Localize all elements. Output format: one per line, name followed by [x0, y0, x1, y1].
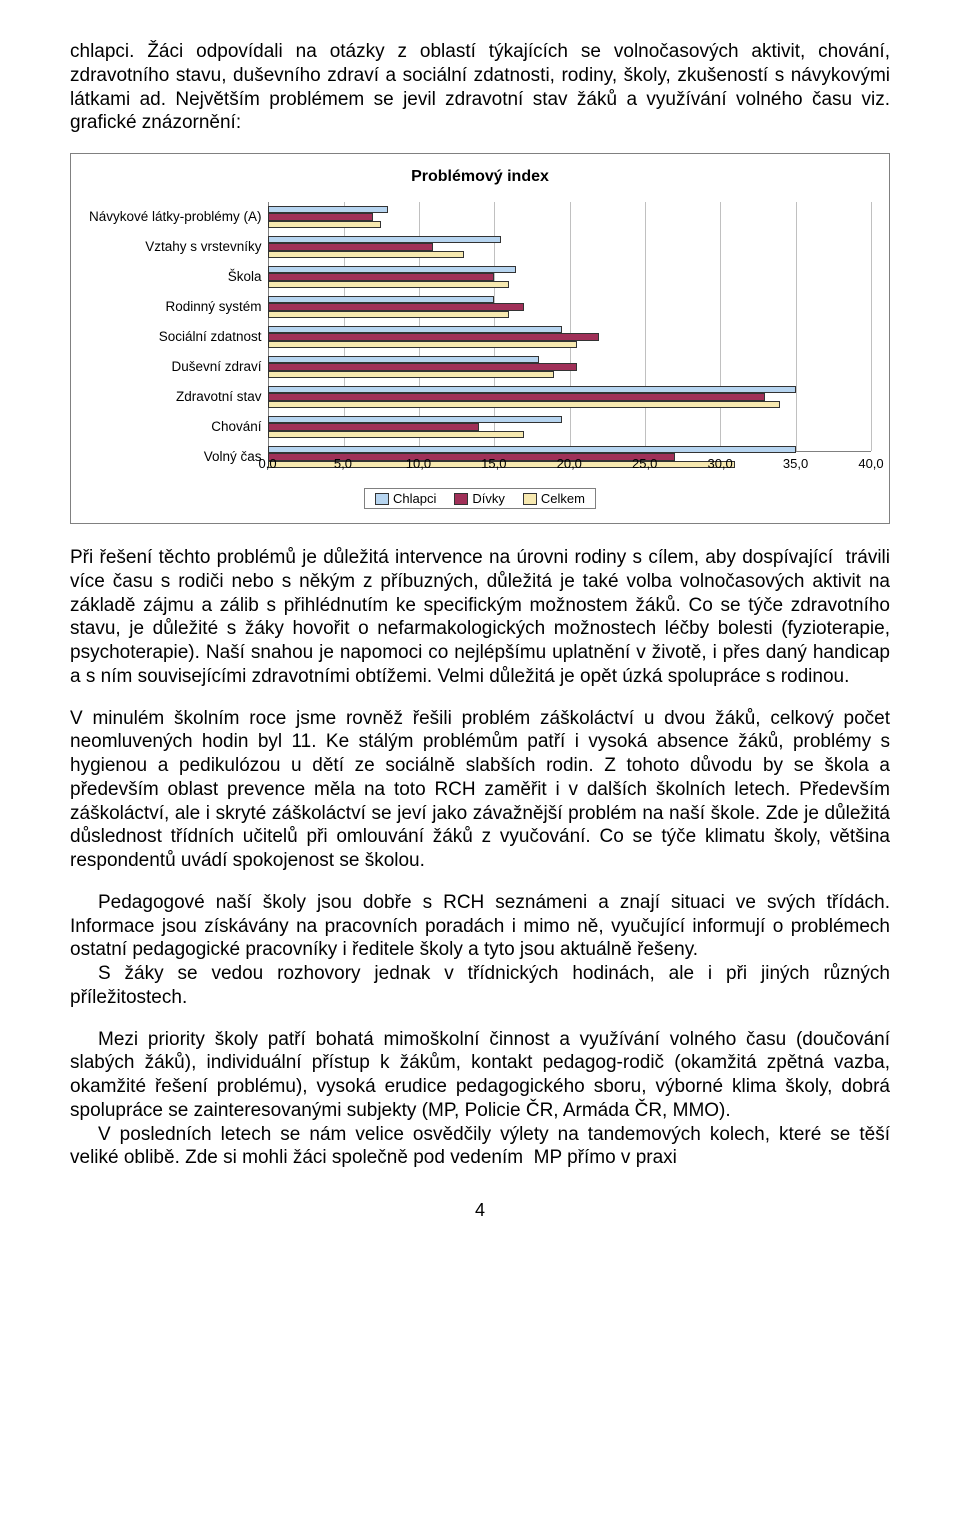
- chart-bar: [268, 213, 374, 221]
- chart-bar: [268, 236, 502, 244]
- chart-plot-area: [268, 202, 871, 452]
- chart-category-label: Vztahy s vrstevníky: [145, 232, 261, 262]
- chart-x-tick: 40,0: [858, 456, 883, 471]
- chart-x-tick: 35,0: [783, 456, 808, 471]
- chart-bar: [268, 363, 577, 371]
- chart-bar: [268, 416, 562, 424]
- paragraph-3: V minulém školním roce jsme rovněž řešil…: [70, 707, 890, 873]
- chart-bar: [268, 251, 464, 259]
- paragraph-7: V posledních letech se nám velice osvědč…: [70, 1123, 890, 1171]
- chart-legend: Chlapci Dívky Celkem: [364, 488, 596, 509]
- chart-bar: [268, 303, 524, 311]
- chart-bar-group: [268, 322, 871, 352]
- paragraph-6: Mezi priority školy patří bohatá mimoško…: [70, 1028, 890, 1123]
- chart-x-tick: 30,0: [707, 456, 732, 471]
- chart-x-tick: 10,0: [406, 456, 431, 471]
- chart-bars: [268, 202, 871, 472]
- chart-x-tick: 0,0: [259, 456, 277, 471]
- chart-x-tick: 5,0: [334, 456, 352, 471]
- paragraph-4: Pedagogové naší školy jsou dobře s RCH s…: [70, 891, 890, 962]
- chart-bar: [268, 206, 389, 214]
- chart-bar: [268, 281, 509, 289]
- paragraph-2: Při řešení těchto problémů je důležitá i…: [70, 546, 890, 689]
- chart-body: Návykové látky-problémy (A)Vztahy s vrst…: [89, 202, 871, 472]
- chart-bar: [268, 371, 555, 379]
- chart-legend-swatch: [523, 493, 537, 505]
- chart-bar-group: [268, 202, 871, 232]
- chart-legend-label: Dívky: [472, 491, 505, 506]
- document-page: chlapci. Žáci odpovídali na otázky z obl…: [0, 0, 960, 1261]
- chart-bar: [268, 386, 796, 394]
- chart-x-tick: 20,0: [557, 456, 582, 471]
- chart-category-label: Škola: [228, 262, 262, 292]
- chart-bar: [268, 296, 494, 304]
- chart-bar: [268, 401, 781, 409]
- chart-bar: [268, 311, 509, 319]
- chart-legend-label: Celkem: [541, 491, 585, 506]
- chart-category-label: Zdravotní stav: [176, 382, 262, 412]
- chart-bar: [268, 431, 524, 439]
- chart-bar: [268, 356, 540, 364]
- chart-grid-line: [871, 202, 872, 451]
- chart-legend-item: Celkem: [523, 491, 585, 506]
- chart-x-tick: 25,0: [632, 456, 657, 471]
- chart-bar: [268, 393, 766, 401]
- chart-category-label: Návykové látky-problémy (A): [89, 202, 262, 232]
- chart-bar: [268, 273, 494, 281]
- chart-x-axis-ticks: 0,05,010,015,020,025,030,035,040,0: [268, 456, 871, 472]
- chart-container: Problémový index Návykové látky-problémy…: [70, 153, 890, 524]
- chart-legend-item: Chlapci: [375, 491, 436, 506]
- chart-category-label: Duševní zdraví: [172, 352, 262, 382]
- chart-bar-group: [268, 292, 871, 322]
- chart-bar-group: [268, 352, 871, 382]
- chart-bar: [268, 243, 434, 251]
- chart-category-labels: Návykové látky-problémy (A)Vztahy s vrst…: [89, 202, 268, 472]
- chart-category-label: Sociální zdatnost: [159, 322, 262, 352]
- chart-bar: [268, 326, 562, 334]
- chart-bar-group: [268, 262, 871, 292]
- chart-category-label: Volný čas: [204, 442, 262, 472]
- chart-bar: [268, 266, 517, 274]
- chart-bar: [268, 341, 577, 349]
- page-number: 4: [70, 1200, 890, 1221]
- chart-x-tick: 15,0: [481, 456, 506, 471]
- chart-bar: [268, 446, 796, 454]
- chart-category-label: Chování: [211, 412, 261, 442]
- chart-bar-group: [268, 382, 871, 412]
- chart-bar-group: [268, 232, 871, 262]
- chart-legend-swatch: [375, 493, 389, 505]
- chart-legend-item: Dívky: [454, 491, 505, 506]
- chart-bar-group: [268, 412, 871, 442]
- chart-category-label: Rodinný systém: [166, 292, 262, 322]
- chart-bar: [268, 423, 479, 431]
- chart-bar: [268, 221, 381, 229]
- chart-legend-swatch: [454, 493, 468, 505]
- chart-title: Problémový index: [89, 168, 871, 186]
- chart-bar: [268, 333, 600, 341]
- paragraph-5: S žáky se vedou rozhovory jednak v třídn…: [70, 962, 890, 1010]
- chart-legend-label: Chlapci: [393, 491, 436, 506]
- paragraph-intro: chlapci. Žáci odpovídali na otázky z obl…: [70, 40, 890, 135]
